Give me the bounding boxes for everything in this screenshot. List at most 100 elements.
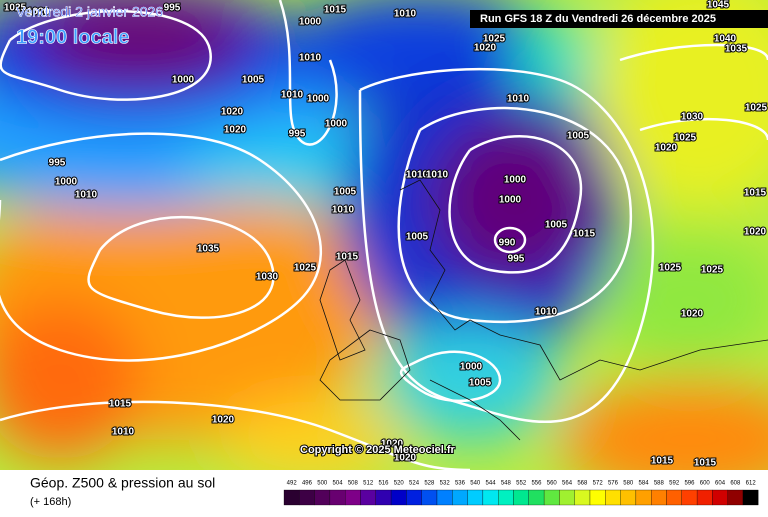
- scale-label: 604: [715, 481, 726, 487]
- isobar-label: 1005: [406, 232, 429, 243]
- isobar-label: 1020: [681, 309, 704, 320]
- isobar-label: 995: [164, 3, 181, 14]
- isobar-label: 1025: [294, 263, 317, 274]
- scale-label: 520: [394, 481, 405, 487]
- scale-swatch: [314, 489, 331, 506]
- scale-swatch: [605, 489, 621, 506]
- isobar-label: 1020: [224, 125, 247, 136]
- isobar-label: 1000: [299, 17, 322, 28]
- scale-swatch: [283, 489, 300, 506]
- isobar-label: 1025: [483, 34, 506, 45]
- scale-label: 544: [486, 481, 497, 487]
- isobar-label: 995: [49, 158, 66, 169]
- scale-label: 564: [562, 481, 573, 487]
- isobar-label: 1015: [109, 399, 132, 410]
- scale-label: 600: [700, 481, 711, 487]
- scale-label: 560: [547, 481, 558, 487]
- scale-swatch: [696, 489, 713, 506]
- scale-label: 556: [531, 481, 542, 487]
- isobar-label: 1020: [394, 453, 417, 464]
- scale-swatch: [406, 489, 422, 506]
- scale-label: 516: [378, 481, 389, 487]
- isobar-label: 1000: [325, 119, 348, 130]
- scale-swatch: [299, 489, 315, 506]
- scale-swatch: [742, 489, 759, 506]
- isobar-label: 1010: [281, 90, 304, 101]
- scale-swatch: [360, 489, 376, 506]
- isobar-label: 1015: [573, 229, 596, 240]
- isobar-label: 1025: [4, 3, 27, 14]
- scale-label: 592: [669, 481, 680, 487]
- isobar-label: 1015: [694, 458, 717, 469]
- isobar-label: 1010: [507, 94, 530, 105]
- scale-label: 596: [684, 481, 695, 487]
- isobar-label: 1025: [745, 103, 768, 114]
- scale-label: 580: [623, 481, 634, 487]
- isobar-label: 1000: [504, 175, 527, 186]
- scale-label: 568: [577, 481, 588, 487]
- isobar-label: 1000: [172, 75, 195, 86]
- isobar-label: 1030: [681, 112, 704, 123]
- scale-swatch: [589, 489, 606, 506]
- isobar-label: 1000: [499, 195, 522, 206]
- isobar-label: 1000: [55, 177, 78, 188]
- isobar-label: 1000: [460, 362, 483, 373]
- scale-label: 504: [333, 481, 344, 487]
- scale-label: 492: [287, 481, 298, 487]
- isobar-label: 1010: [332, 205, 355, 216]
- isobars: [0, 0, 768, 424]
- isobar-label: 1020: [655, 143, 678, 154]
- scale-label: 584: [639, 481, 650, 487]
- isobar-label: 1010: [535, 307, 558, 318]
- scale-swatch: [574, 489, 591, 506]
- scale-label: 540: [470, 481, 481, 487]
- scale-label: 496: [302, 481, 313, 487]
- scale-label: 588: [654, 481, 665, 487]
- copyright: Copyright © 2025 Meteociel.fr: [300, 444, 456, 456]
- scale-swatch: [345, 489, 361, 506]
- isobar-label: 1020: [27, 7, 50, 18]
- isobar-label: 1010: [112, 427, 135, 438]
- scale-label: 548: [501, 481, 512, 487]
- isobar-label: 1045: [707, 0, 730, 11]
- isobar-label: 1010: [299, 53, 322, 64]
- isobar-label: 995: [508, 254, 525, 265]
- isobar-label: 1020: [212, 415, 235, 426]
- run-info: Run GFS 18 Z du Vendredi 26 décembre 202…: [480, 13, 716, 25]
- isobar-label: 1025: [659, 263, 682, 274]
- isobar-label: 1020: [381, 439, 404, 450]
- isobar-label: 1030: [256, 272, 279, 283]
- scale-label: 572: [593, 481, 604, 487]
- scale-swatch: [543, 489, 560, 506]
- scale-label: 500: [317, 481, 328, 487]
- scale-swatch: [329, 489, 346, 506]
- isobar-label: 1005: [334, 187, 357, 198]
- isobar-label: 1005: [545, 220, 568, 231]
- scale-swatch: [452, 489, 468, 506]
- scale-swatch: [375, 489, 392, 506]
- isobar-label: 1015: [744, 188, 767, 199]
- color-scale: 492 496 500 504 508 512 516 520 524 528 532 536 540 5…: [283, 481, 759, 506]
- scale-label: 576: [608, 481, 619, 487]
- scale-swatch: [513, 489, 529, 506]
- scale-label: 528: [424, 481, 435, 487]
- scale-label: 512: [363, 481, 374, 487]
- isobar-label: 990: [499, 238, 516, 249]
- coastlines: [319, 179, 768, 441]
- isobar-label: 1035: [197, 244, 220, 255]
- scale-swatch: [482, 489, 499, 506]
- scale-swatch: [559, 489, 575, 506]
- scale-swatch: [436, 489, 453, 506]
- scale-swatch: [620, 489, 637, 506]
- isobar-label: 1010: [75, 190, 98, 201]
- isobar-label: 1040: [714, 34, 737, 45]
- isobar-label: 1010: [406, 170, 429, 181]
- isobar-label: 1025: [701, 265, 724, 276]
- scale-swatch: [651, 489, 667, 506]
- isobar-label: 1000: [307, 94, 330, 105]
- date: Vendredi 2 janvier 2026: [16, 4, 163, 20]
- scale-swatch: [498, 489, 514, 506]
- scale-swatch: [666, 489, 682, 506]
- scale-label: 612: [746, 481, 757, 487]
